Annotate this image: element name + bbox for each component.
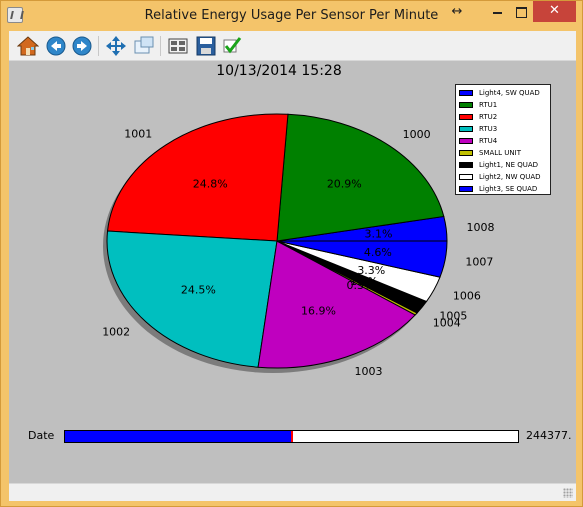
title-bar[interactable]: Relative Energy Usage Per Sensor Per Min…	[1, 1, 582, 31]
status-bar	[9, 483, 576, 501]
chart-legend: Light4, SW QUAD RTU1 RTU2 RTU3 RTU4 SMALL UNI…	[455, 84, 551, 195]
pie-chart[interactable]: 3.1% 1008 20.9% 1000 24.8% 1001 24.5% 1002 16.9%…	[9, 61, 576, 421]
legend-label: Light1, NE QUAD	[479, 161, 539, 169]
home-icon[interactable]	[17, 35, 39, 57]
pie-pct-label: 24.5%	[181, 284, 216, 297]
legend-entry: SMALL UNIT	[459, 147, 547, 159]
pie-slice-label: 1001	[124, 128, 152, 141]
pie-slice-label: 1008	[467, 221, 495, 234]
legend-swatch	[459, 138, 473, 144]
navigation-toolbar	[9, 31, 576, 61]
pie-pct-label: 1.7%	[350, 275, 378, 288]
legend-label: Light4, SW QUAD	[479, 89, 540, 97]
legend-entry: Light3, SE QUAD	[459, 183, 547, 195]
legend-entry: RTU1	[459, 99, 547, 111]
legend-swatch	[459, 150, 473, 156]
slider-label: Date	[28, 429, 55, 442]
pie-slice-label: 1003	[355, 365, 383, 378]
legend-label: RTU1	[479, 101, 498, 109]
save-icon[interactable]	[195, 35, 217, 57]
legend-entry: RTU3	[459, 123, 547, 135]
pie-slice-label: 1000	[403, 128, 431, 141]
legend-swatch	[459, 186, 473, 192]
legend-swatch	[459, 162, 473, 168]
chart-title: 10/13/2014 15:28	[216, 63, 342, 79]
legend-entry: Light4, SW QUAD	[459, 87, 547, 99]
pie-slice-label: 1005	[439, 309, 467, 322]
forward-icon[interactable]	[71, 35, 93, 57]
pie-slice-1001[interactable]	[106, 113, 289, 242]
pan-icon[interactable]	[105, 35, 127, 57]
legend-entry: Light2, NW QUAD	[459, 171, 547, 183]
checkmark-icon[interactable]	[221, 35, 243, 57]
legend-entry: RTU2	[459, 111, 547, 123]
back-icon[interactable]	[45, 35, 67, 57]
pie-slice-label: 1004	[433, 317, 461, 330]
pie-pct-label: 3.1%	[365, 228, 393, 241]
pie-slice-1000[interactable]	[276, 113, 445, 242]
legend-label: RTU2	[479, 113, 498, 121]
pie-pct-label: 16.9%	[301, 305, 336, 318]
maximize-button[interactable]	[509, 1, 533, 22]
pie-slice-1007[interactable]	[276, 240, 448, 278]
minimize-button[interactable]	[487, 1, 509, 22]
pie-slice-label: 1007	[465, 256, 493, 269]
legend-entry: RTU4	[459, 135, 547, 147]
resize-grip[interactable]	[563, 488, 573, 498]
slider-value: 244377.	[526, 429, 572, 442]
legend-swatch	[459, 174, 473, 180]
pie-pct-label: 0.3%	[347, 279, 375, 292]
legend-swatch	[459, 126, 473, 132]
zoom-icon[interactable]	[133, 35, 155, 57]
resize-arrows-icon: ↔	[451, 4, 463, 19]
pie-pct-label: 24.8%	[193, 177, 228, 190]
pie-pct-label: 4.6%	[364, 246, 392, 259]
date-slider[interactable]	[64, 430, 519, 443]
legend-swatch	[459, 102, 473, 108]
app-icon[interactable]	[7, 7, 23, 23]
legend-label: RTU4	[479, 137, 498, 145]
pie-slice-label: 1002	[102, 326, 130, 339]
subplot-config-icon[interactable]	[167, 35, 189, 57]
pie-pct-label: 20.9%	[327, 178, 362, 191]
pie-slice-label: 1006	[453, 289, 481, 302]
pie-pct-label: 3.3%	[357, 264, 385, 277]
slider-fill	[65, 431, 292, 442]
legend-label: SMALL UNIT	[479, 149, 521, 157]
legend-swatch	[459, 90, 473, 96]
legend-label: RTU3	[479, 125, 498, 133]
legend-swatch	[459, 114, 473, 120]
legend-entry: Light1, NE QUAD	[459, 159, 547, 171]
pie-slice-1002[interactable]	[106, 230, 278, 368]
close-button[interactable]	[533, 1, 576, 22]
date-slider-row: Date 244377.	[9, 426, 576, 446]
legend-label: Light2, NW QUAD	[479, 173, 541, 181]
legend-label: Light3, SE QUAD	[479, 185, 538, 193]
slider-handle[interactable]	[290, 431, 293, 442]
plot-figure[interactable]: 10/13/2014 15:28 3.1% 1008 20.9% 1000 24.8% 1…	[9, 61, 576, 483]
pie-slice-1003[interactable]	[257, 240, 417, 369]
